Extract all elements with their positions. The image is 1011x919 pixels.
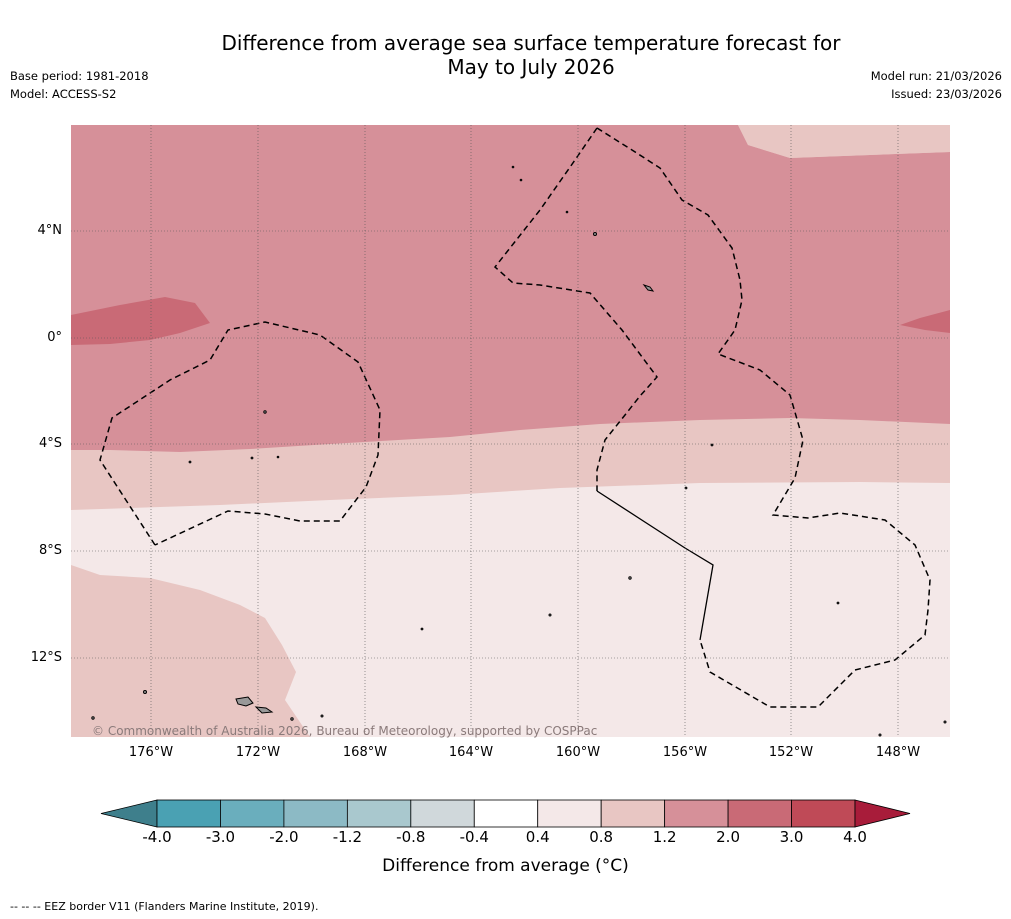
- lon-label-164w: 164°W: [448, 745, 494, 760]
- colorbar-segment: [156, 799, 221, 828]
- lon-label-152w: 152°W: [768, 745, 814, 760]
- lon-label-172w: 172°W: [235, 745, 281, 760]
- colorbar-extend-high: [854, 799, 911, 828]
- eez-border-solid: [596, 490, 714, 641]
- colorbar-tick-label: -1.2: [332, 828, 362, 846]
- base-period: Base period: 1981-2018: [10, 69, 149, 83]
- eez-borders: [99, 127, 931, 708]
- colorbar-segment: [346, 799, 412, 828]
- colorbar-segment: [473, 799, 539, 828]
- anomaly-band-1.2-2.0: [71, 125, 950, 452]
- lon-label-168w: 168°W: [342, 745, 388, 760]
- meta-left: Base period: 1981-2018 Model: ACCESS-S2: [10, 67, 149, 103]
- eez-footnote: -- -- -- EEZ border V11 (Flanders Marine…: [10, 900, 319, 913]
- model-name: Model: ACCESS-S2: [10, 87, 117, 101]
- colorbar-tick-label: 2.0: [716, 828, 740, 846]
- colorbar-tick-label: 0.4: [525, 828, 550, 846]
- colorbar-tick-label: -0.4: [459, 828, 489, 846]
- chart-title: Difference from average sea surface temp…: [0, 31, 1011, 79]
- copyright-notice: © Commonwealth of Australia 2026, Bureau…: [92, 724, 598, 738]
- gridlines: [71, 125, 950, 737]
- anomaly-band-2.0-3.0-west: [71, 297, 210, 345]
- colorbar-tick-label: -3.0: [205, 828, 236, 846]
- colorbar-segment: [283, 799, 348, 828]
- colorbar-segment: [600, 799, 666, 828]
- anomaly-band-0.8-1.2-southwest: [71, 565, 310, 737]
- colorbar-segment: [727, 799, 792, 828]
- lat-label-8s: 8°S: [38, 543, 62, 558]
- issued-date: Issued: 23/03/2026: [891, 87, 1002, 101]
- colorbar-extend-low: [100, 799, 158, 828]
- lat-label-12s: 12°S: [30, 650, 62, 665]
- title-line-2: May to July 2026: [447, 55, 615, 79]
- colorbar-tick-label: 4.0: [843, 828, 867, 846]
- colorbar-segment: [410, 799, 475, 828]
- lon-label-148w: 148°W: [875, 745, 921, 760]
- colorbar-tick-label: 3.0: [779, 828, 804, 846]
- colorbar-tick-label: 1.2: [652, 828, 677, 846]
- lat-label-0: 0°: [47, 330, 62, 345]
- colorbar-segment: [220, 799, 285, 828]
- islands: [91, 165, 947, 737]
- colorbar-tick-label: 0.8: [589, 828, 614, 846]
- lon-label-160w: 160°W: [555, 745, 601, 760]
- model-run: Model run: 21/03/2026: [870, 69, 1002, 83]
- colorbar-tick-label: -0.8: [396, 828, 426, 846]
- lon-label-156w: 156°W: [662, 745, 708, 760]
- colorbar-tick-label: -2.0: [269, 828, 299, 846]
- colorbar-segment: [537, 799, 602, 828]
- colorbar-label: Difference from average (°C): [382, 856, 629, 876]
- title-line-1: Difference from average sea surface temp…: [221, 31, 841, 55]
- colorbar-segment: [664, 799, 729, 828]
- lat-label-4s: 4°S: [38, 436, 62, 451]
- meta-right: Model run: 21/03/2026 Issued: 23/03/2026: [871, 67, 1002, 103]
- colorbar-tick-label: -4.0: [142, 828, 172, 846]
- anomaly-band-2.0-3.0-east: [900, 310, 950, 333]
- lon-label-176w: 176°W: [128, 745, 174, 760]
- colorbar-segment: [791, 799, 856, 828]
- lat-label-4n: 4°N: [37, 223, 63, 238]
